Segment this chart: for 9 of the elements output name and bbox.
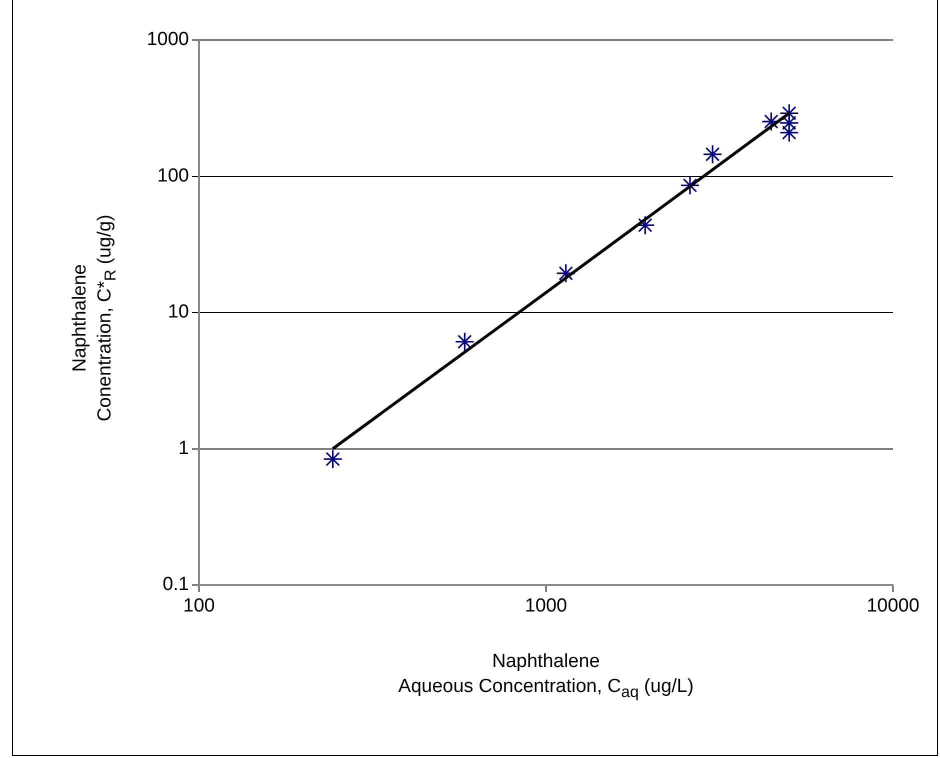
y-tick-label: 1000 — [146, 29, 189, 50]
y-tick-label: 0.1 — [162, 574, 189, 596]
y-tick-label: 100 — [157, 165, 189, 186]
x-axis-title: Naphthalene Aqueous Concentration, C$_{aq}$ (ug/L) — [397, 650, 695, 702]
x-tick-label: 1000 — [524, 596, 568, 617]
x-tick-label: 100 — [183, 596, 215, 617]
y-tick-label: 10 — [168, 302, 189, 323]
x-tick-label: 10000 — [866, 596, 920, 617]
y-tick-label: 1 — [178, 438, 189, 459]
